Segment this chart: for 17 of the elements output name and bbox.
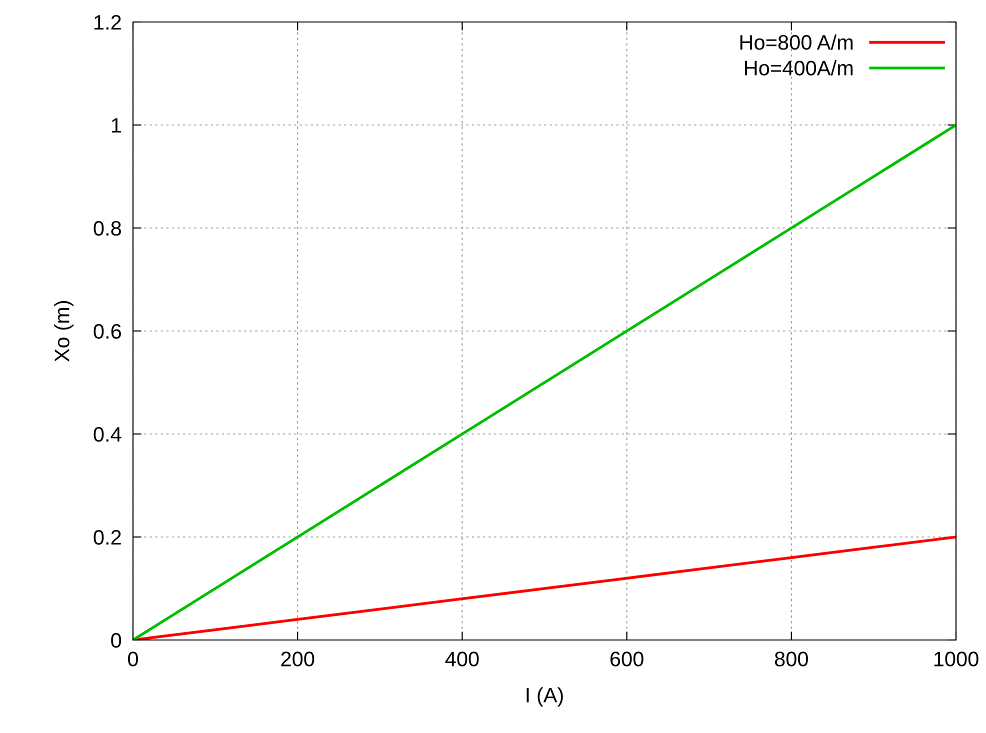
legend-label: Ho=400A/m — [745, 60, 853, 76]
y-tick-label: 0.4 — [94, 427, 122, 442]
x-axis-title: I (A) — [526, 687, 563, 707]
y-tick-label: 0.8 — [94, 221, 121, 236]
x-tick-label: 400 — [445, 652, 479, 666]
y-axis-title: Xo (m) — [54, 301, 74, 362]
y-tick-label: 1.2 — [94, 15, 121, 30]
y-tick-label: 0.6 — [94, 324, 121, 339]
legend-label: Ho=800 A/m — [740, 34, 853, 50]
x-tick-label: 800 — [774, 652, 808, 666]
y-tick-label: 1 — [112, 118, 121, 133]
x-tick-label: 0 — [128, 652, 138, 666]
x-tick-label: 600 — [610, 652, 644, 666]
x-tick-label: 200 — [281, 652, 314, 666]
y-tick-label: 0 — [111, 633, 122, 648]
x-tick-label: 1000 — [934, 652, 978, 666]
y-tick-label: 0.2 — [94, 530, 121, 545]
